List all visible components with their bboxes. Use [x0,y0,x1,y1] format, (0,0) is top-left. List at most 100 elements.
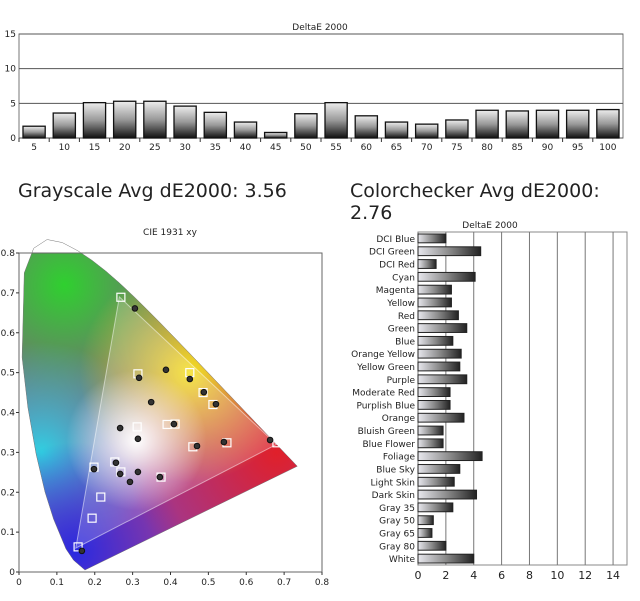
measured-point [126,478,134,486]
bar [417,246,482,257]
x-tick-label: 50 [300,143,312,153]
y-tick-label: 0.1 [1,528,15,538]
category-label: Cyan [392,273,415,283]
category-label: Moderate Red [352,389,415,399]
target-square [116,292,126,302]
bar [82,101,107,139]
x-tick-label: 5 [31,143,37,153]
x-tick-label: 20 [119,143,131,153]
measured-point [186,375,194,383]
bar [596,108,620,139]
y-tick-label: 0 [10,134,16,144]
category-label: Gray 35 [379,504,415,514]
bar [417,374,468,385]
x-tick-label: 0.1 [50,578,64,588]
measured-point [135,374,143,382]
target-square [272,438,282,448]
category-label: Yellow [386,299,415,309]
category-label: White [389,555,416,565]
y-tick-label: 0.6 [1,329,16,339]
category-label: Light Skin [371,478,415,488]
x-tick-label: 45 [270,143,281,153]
category-label: Gray 80 [379,542,415,552]
x-tick-label: 40 [240,143,252,153]
measured-point [156,473,164,481]
x-tick-label: 12 [578,569,592,582]
cie-chart: CIE 1931 xy 0 0.1 0.2 0.3 0.4 0.5 0.6 0.7 0.8 0 0.1… [1,228,330,588]
bar [417,412,465,423]
bar [22,125,46,139]
x-tick-label: 0.3 [125,578,139,588]
plot-frame [417,231,628,566]
bar [417,323,468,333]
category-label: DCI Blue [376,235,415,245]
category-label: Gray 65 [379,529,415,539]
x-tick-label: 25 [149,143,160,153]
bar [417,387,451,397]
spectral-locus [21,239,298,571]
bar [417,361,461,372]
measured-point [116,470,124,478]
category-label: Magenta [376,286,415,296]
target-square [73,542,83,552]
bar [417,438,444,449]
bar [384,121,409,139]
category-label: Orange Yellow [351,350,415,360]
x-tick-label: 0.4 [163,578,178,588]
bar [565,109,590,139]
category-label: Foliage [383,453,416,463]
category-label: Orange [382,414,416,424]
y-tick-label: 0.5 [1,369,15,379]
chart-title: CIE 1931 xy [143,228,198,238]
colorchecker-deltae-chart: DeltaE 2000 0 2 4 6 8 10 12 14 DCI Blue DCI Green D… [351,221,628,582]
measured-point [193,442,201,450]
x-tick-label: 35 [210,143,221,153]
x-tick-label: 0.7 [277,578,291,588]
bar [233,121,258,139]
bar [52,112,77,139]
bar [417,259,437,269]
category-label: Red [398,312,415,322]
measured-point [90,465,98,473]
bar [417,400,451,410]
y-tick-label: 0.7 [1,289,15,299]
x-tick-label: 4 [470,569,477,582]
category-label: Purplish Blue [356,401,415,411]
y-tick-label: 0 [9,568,15,578]
bar [324,101,348,139]
bar [475,109,499,139]
bar [417,489,478,500]
measured-point [78,547,86,555]
target-square [87,513,97,523]
bar [417,515,434,526]
y-tick-label: 10 [5,65,17,75]
bar [143,100,167,139]
y-tick-label: 0.8 [1,249,16,259]
category-label: DCI Red [379,261,415,271]
measured-point [131,305,139,312]
grayscale-deltae-chart: DeltaE 2000 0 5 10 15 5 10 15 20 25 30 35 40 45 50 55 60… [5,23,624,153]
x-tick-label: 0.5 [201,578,215,588]
x-tick-label: 6 [498,569,505,582]
x-tick-label: 95 [572,143,583,153]
bar [263,131,288,139]
measured-point [112,459,120,467]
bar [203,111,228,139]
x-tick-label: 10 [550,569,564,582]
bar [417,348,462,359]
x-tick-label: 90 [542,143,554,153]
bar [354,115,379,139]
bar [173,105,197,139]
x-tick-label: 70 [421,143,433,153]
x-tick-label: 0.2 [88,578,102,588]
y-tick-label: 0.4 [1,409,16,419]
y-tick-label: 15 [5,30,16,40]
bar [445,119,469,139]
category-label: DCI Green [369,248,415,258]
x-tick-label: 65 [391,143,402,153]
bar [417,284,452,295]
bar [417,540,447,551]
measured-point [147,398,155,406]
bar [417,464,461,474]
